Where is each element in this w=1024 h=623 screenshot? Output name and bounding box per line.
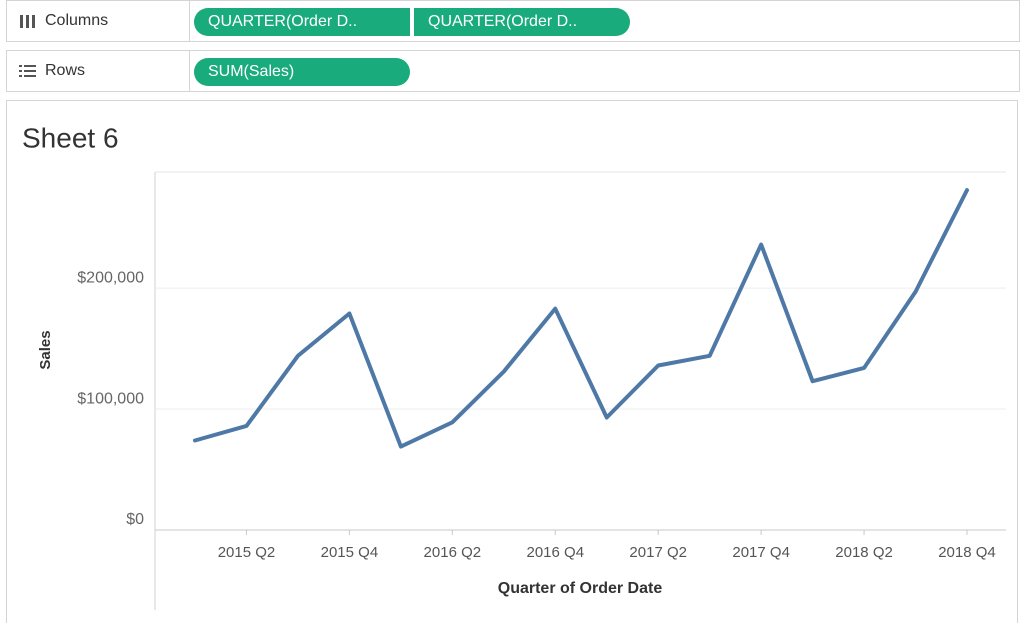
columns-shelf: Columns QUARTER(Order D.. QUARTER(Order … — [6, 0, 1020, 42]
columns-label: Columns — [7, 1, 190, 41]
shelf-title: Columns — [45, 12, 109, 29]
shelf-title: Rows — [45, 62, 86, 79]
columns-icon — [20, 15, 35, 28]
pill[interactable]: SUM(Sales) — [194, 58, 410, 86]
x-tick-label: 2017 Q2 — [629, 544, 687, 561]
x-tick-label: 2016 Q4 — [526, 544, 584, 561]
rows-label: Rows — [7, 51, 190, 91]
y-axis-title: Sales — [37, 330, 54, 369]
y-tick-label: $100,000 — [77, 390, 144, 407]
pill-text: QUARTER(Order D.. — [208, 13, 358, 30]
rows-icon — [19, 65, 36, 77]
x-axis-title: Quarter of Order Date — [498, 580, 663, 597]
pill[interactable]: QUARTER(Order D.. — [194, 8, 410, 36]
rows-shelf: Rows SUM(Sales) — [6, 50, 1020, 92]
pill-text: SUM(Sales) — [208, 63, 295, 80]
x-tick-label: 2015 Q4 — [321, 544, 379, 561]
x-tick-label: 2016 Q2 — [424, 544, 482, 561]
y-tick-label: $0 — [126, 511, 144, 528]
y-tick-label: $200,000 — [77, 269, 144, 286]
sheet-border — [6, 100, 1018, 623]
x-tick-label: 2017 Q4 — [732, 544, 790, 561]
x-tick-label: 2018 Q4 — [938, 544, 996, 561]
pill-text: QUARTER(Order D.. — [428, 13, 578, 30]
chart-title: Sheet 6 — [22, 122, 119, 153]
line — [193, 188, 969, 449]
x-tick-label: 2015 Q2 — [218, 544, 276, 561]
pill[interactable]: QUARTER(Order D.. — [414, 8, 630, 36]
x-tick-label: 2018 Q2 — [835, 544, 893, 561]
chart: Sheet 6 Sales Quarter of Order Date $0 $1… — [6, 100, 1018, 623]
